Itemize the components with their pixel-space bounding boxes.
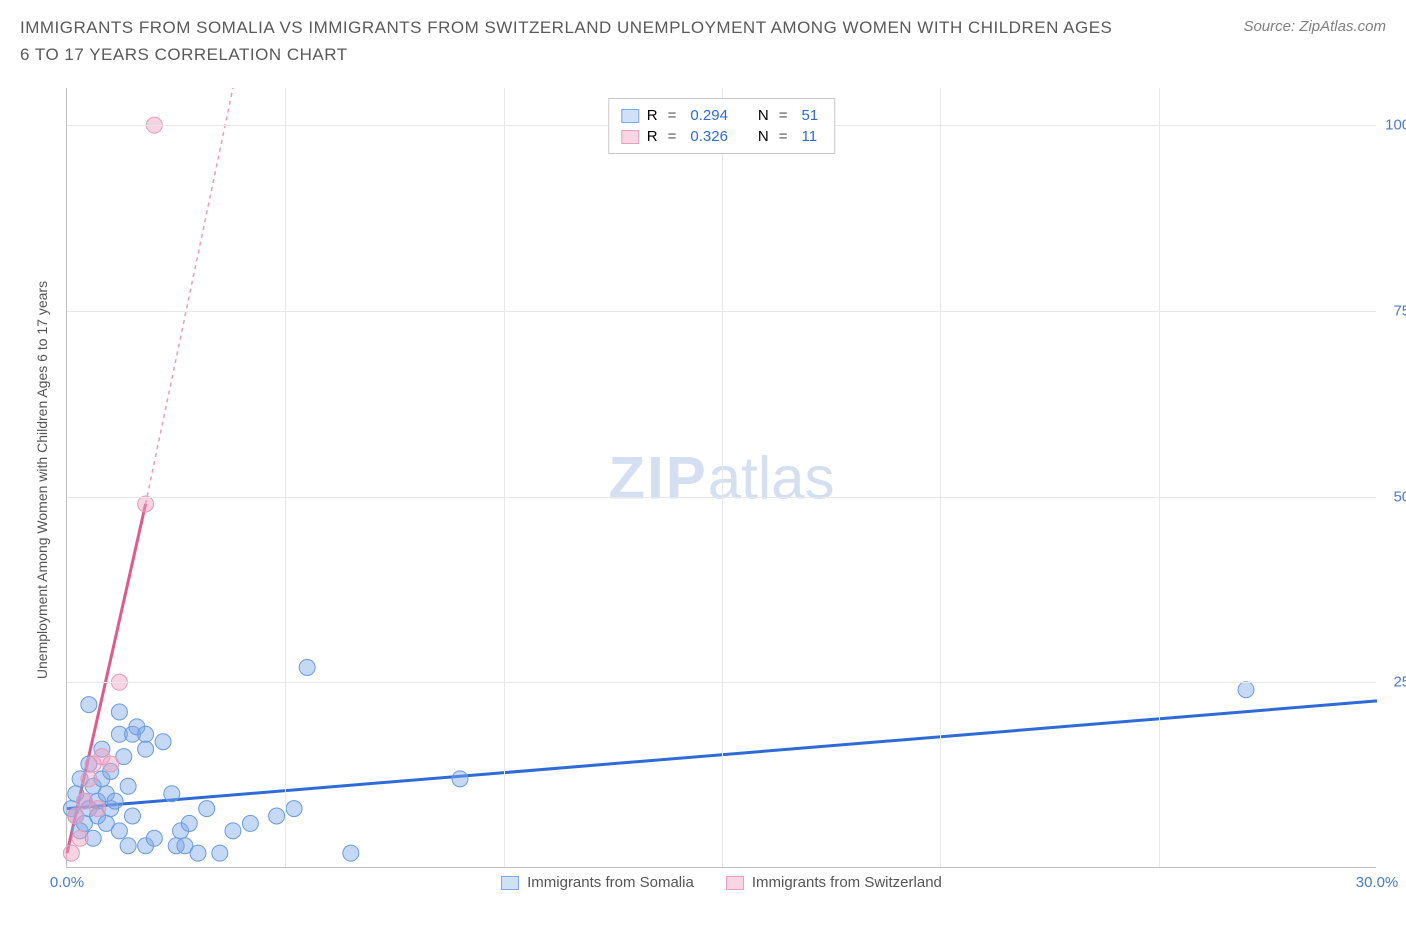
legend-R-value: 0.326 xyxy=(690,128,728,145)
legend-swatch xyxy=(621,130,639,144)
legend-stats-box: R = 0.294 N = 51 R = 0.326 N = 11 xyxy=(608,98,835,154)
legend-R-label: R xyxy=(647,107,658,124)
legend-series-item: Immigrants from Somalia xyxy=(501,874,694,891)
chart-container: Unemployment Among Women with Children A… xyxy=(20,80,1386,890)
x-tick-label: 0.0% xyxy=(50,874,84,891)
legend-N-label: N xyxy=(758,128,769,145)
legend-R-value: 0.294 xyxy=(690,107,728,124)
y-tick-label: 50.0% xyxy=(1393,488,1406,505)
chart-header: IMMIGRANTS FROM SOMALIA VS IMMIGRANTS FR… xyxy=(0,0,1406,76)
y-tick-label: 100.0% xyxy=(1385,117,1406,134)
chart-source: Source: ZipAtlas.com xyxy=(1243,18,1386,35)
x-tick-label: 30.0% xyxy=(1356,874,1399,891)
legend-N-value: 51 xyxy=(802,107,819,124)
legend-eq: = xyxy=(668,128,677,145)
y-axis-label: Unemployment Among Women with Children A… xyxy=(34,281,50,679)
y-tick-label: 75.0% xyxy=(1393,302,1406,319)
legend-swatch xyxy=(726,876,744,890)
legend-series-item: Immigrants from Switzerland xyxy=(726,874,942,891)
legend-swatch xyxy=(501,876,519,890)
legend-R-label: R xyxy=(647,128,658,145)
legend-series-label: Immigrants from Switzerland xyxy=(752,874,942,891)
legend-stats-row: R = 0.326 N = 11 xyxy=(621,126,822,147)
legend-bottom: Immigrants from Somalia Immigrants from S… xyxy=(67,874,1376,891)
plot-area: ZIPatlas R=0.294N=51R=0.326N=11 Immigran… xyxy=(66,88,1376,868)
legend-N-label: N xyxy=(758,107,769,124)
legend-eq: = xyxy=(779,107,788,124)
legend-series-label: Immigrants from Somalia xyxy=(527,874,694,891)
legend-swatch xyxy=(621,109,639,123)
chart-title: IMMIGRANTS FROM SOMALIA VS IMMIGRANTS FR… xyxy=(20,14,1120,68)
legend-stats-row: R = 0.294 N = 51 xyxy=(621,105,822,126)
legend-eq: = xyxy=(668,107,677,124)
legend-eq: = xyxy=(779,128,788,145)
legend-N-value: 11 xyxy=(802,128,818,145)
y-tick-label: 25.0% xyxy=(1393,674,1406,691)
